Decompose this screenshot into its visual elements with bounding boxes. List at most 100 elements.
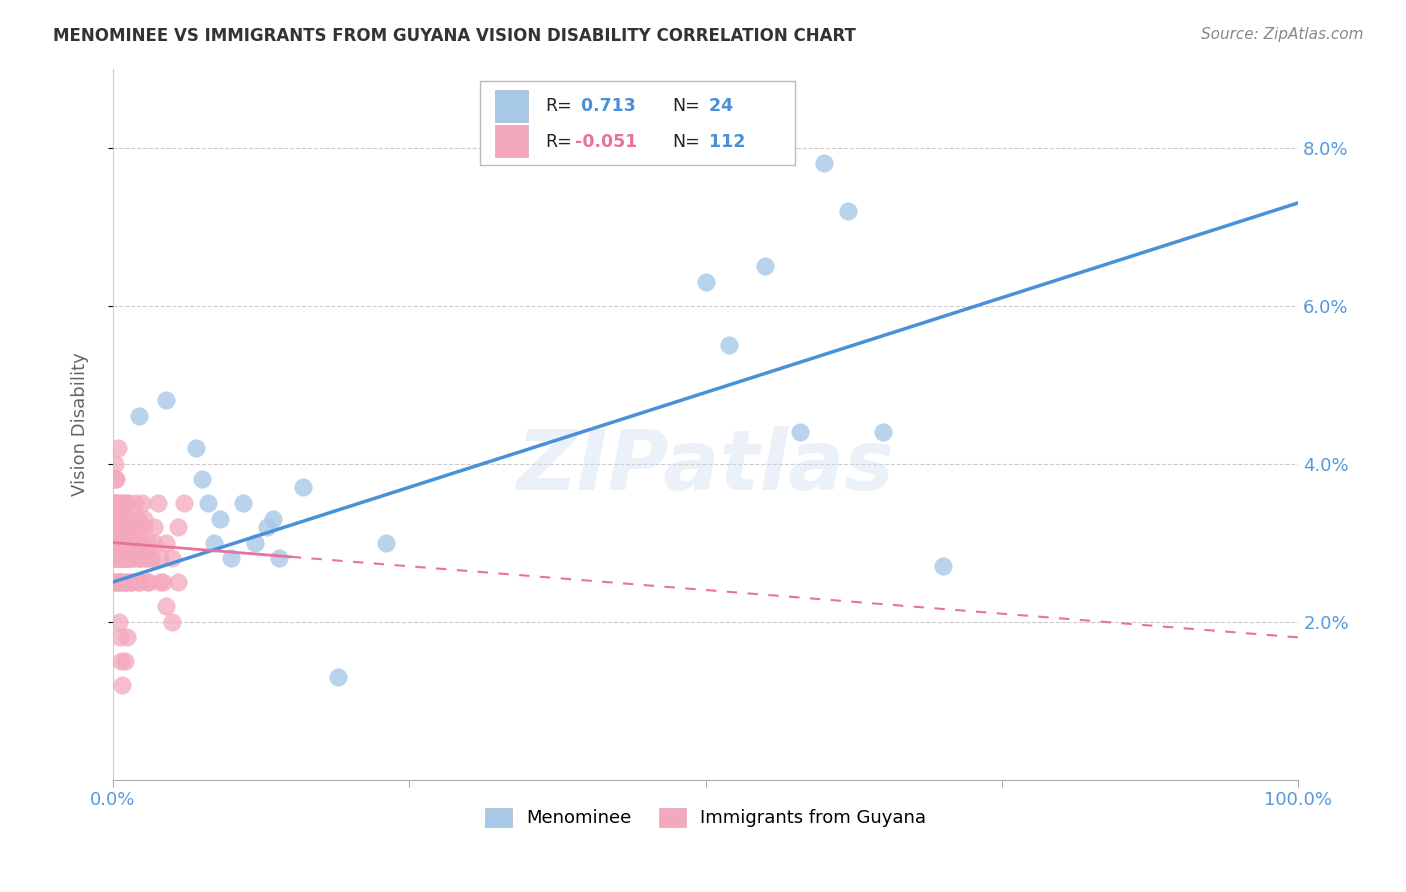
Point xyxy=(120,575,142,590)
Point xyxy=(122,551,145,566)
Point xyxy=(208,512,231,526)
Point xyxy=(111,575,134,590)
Point xyxy=(111,551,134,566)
Point xyxy=(105,535,128,549)
Point xyxy=(138,575,160,590)
Point xyxy=(374,535,396,549)
Point xyxy=(121,551,143,566)
Point xyxy=(108,535,131,549)
Point xyxy=(107,520,129,534)
Legend: Menominee, Immigrants from Guyana: Menominee, Immigrants from Guyana xyxy=(478,801,934,835)
Text: R=: R= xyxy=(546,97,572,115)
Point xyxy=(124,535,146,549)
Point xyxy=(105,520,128,534)
Point xyxy=(127,512,149,526)
Point xyxy=(122,520,145,534)
Point xyxy=(184,441,207,455)
Point xyxy=(173,496,195,510)
Point xyxy=(129,520,152,534)
Point xyxy=(132,520,155,534)
Point xyxy=(149,575,172,590)
Point xyxy=(107,551,129,566)
Point xyxy=(152,575,174,590)
Point xyxy=(197,496,219,510)
Bar xyxy=(495,90,527,122)
Point xyxy=(117,520,139,534)
Text: N=: N= xyxy=(672,97,700,115)
Point xyxy=(104,457,127,471)
Point xyxy=(243,535,266,549)
Point xyxy=(129,575,152,590)
Point xyxy=(114,551,136,566)
Point xyxy=(105,472,128,486)
Y-axis label: Vision Disability: Vision Disability xyxy=(72,352,89,496)
Point xyxy=(131,496,153,510)
Point xyxy=(110,496,132,510)
Point xyxy=(146,496,169,510)
Point xyxy=(112,551,135,566)
Text: 112: 112 xyxy=(703,133,745,151)
Point xyxy=(143,520,166,534)
Point xyxy=(118,512,141,526)
Point xyxy=(117,496,139,510)
Point xyxy=(112,512,135,526)
Point xyxy=(111,535,134,549)
Point xyxy=(754,259,776,273)
Point xyxy=(124,496,146,510)
Point xyxy=(114,654,136,668)
Point xyxy=(139,551,162,566)
Point xyxy=(117,551,139,566)
Point xyxy=(115,535,138,549)
Point xyxy=(104,551,127,566)
Point xyxy=(155,393,177,408)
Point xyxy=(110,512,132,526)
Point xyxy=(135,551,157,566)
Point xyxy=(110,520,132,534)
Point xyxy=(104,575,127,590)
Point xyxy=(122,535,145,549)
Bar xyxy=(495,126,527,157)
Point xyxy=(326,670,349,684)
Point xyxy=(221,551,243,566)
Point xyxy=(112,535,135,549)
Point xyxy=(291,480,314,494)
Point xyxy=(872,425,894,439)
Point xyxy=(132,512,155,526)
FancyBboxPatch shape xyxy=(481,80,794,164)
Point xyxy=(139,551,162,566)
Point xyxy=(107,441,129,455)
Point xyxy=(107,551,129,566)
Point xyxy=(160,615,183,629)
Point xyxy=(108,551,131,566)
Point xyxy=(127,575,149,590)
Point xyxy=(105,496,128,510)
Point xyxy=(138,535,160,549)
Point xyxy=(107,535,129,549)
Text: 0.713: 0.713 xyxy=(575,97,636,115)
Point xyxy=(155,535,177,549)
Text: ZIPatlas: ZIPatlas xyxy=(516,426,894,508)
Point xyxy=(115,496,138,510)
Point xyxy=(256,520,278,534)
Point xyxy=(191,472,214,486)
Point xyxy=(111,535,134,549)
Point xyxy=(128,551,150,566)
Point xyxy=(107,496,129,510)
Point xyxy=(262,512,284,526)
Point xyxy=(232,496,254,510)
Point xyxy=(118,535,141,549)
Point xyxy=(267,551,290,566)
Point xyxy=(107,535,129,549)
Point xyxy=(103,512,125,526)
Text: 24: 24 xyxy=(703,97,734,115)
Point xyxy=(115,535,138,549)
Point xyxy=(131,551,153,566)
Point xyxy=(120,551,142,566)
Point xyxy=(129,535,152,549)
Point xyxy=(789,425,811,439)
Point xyxy=(121,535,143,549)
Point xyxy=(111,678,134,692)
Text: N=: N= xyxy=(672,133,700,151)
Point xyxy=(105,512,128,526)
Point xyxy=(718,338,741,352)
